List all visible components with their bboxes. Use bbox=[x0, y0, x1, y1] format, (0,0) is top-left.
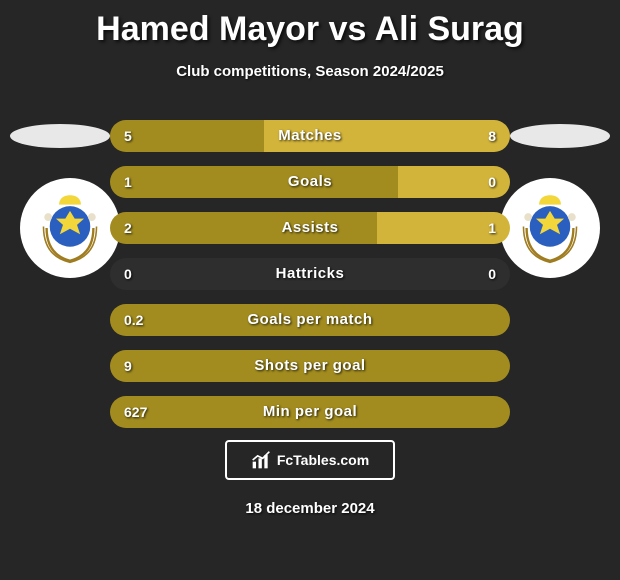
stat-row: 00Hattricks bbox=[110, 258, 510, 290]
stat-row: 627Min per goal bbox=[110, 396, 510, 428]
player2-ellipse bbox=[510, 124, 610, 148]
stat-row: 10Goals bbox=[110, 166, 510, 198]
footer-date: 18 december 2024 bbox=[0, 500, 620, 517]
club-crest-icon bbox=[31, 189, 109, 267]
footer-brand-text: FcTables.com bbox=[277, 452, 369, 468]
stat-label: Goals per match bbox=[110, 304, 510, 336]
club-crest-icon bbox=[511, 189, 589, 267]
chart-growth-icon bbox=[251, 450, 271, 470]
stats-bar-chart: 58Matches 10Goals 21Assists 00Hattricks 0.2G… bbox=[110, 120, 510, 442]
stat-label: Matches bbox=[110, 120, 510, 152]
player1-ellipse bbox=[10, 124, 110, 148]
footer-brand-badge: FcTables.com bbox=[225, 440, 395, 480]
player2-club-logo bbox=[500, 178, 600, 278]
page-subtitle: Club competitions, Season 2024/2025 bbox=[0, 63, 620, 80]
stat-row: 58Matches bbox=[110, 120, 510, 152]
player1-club-logo bbox=[20, 178, 120, 278]
stat-label: Assists bbox=[110, 212, 510, 244]
stat-label: Goals bbox=[110, 166, 510, 198]
stat-row: 21Assists bbox=[110, 212, 510, 244]
page-title: Hamed Mayor vs Ali Surag bbox=[0, 0, 620, 49]
stat-row: 9Shots per goal bbox=[110, 350, 510, 382]
stat-row: 0.2Goals per match bbox=[110, 304, 510, 336]
stat-label: Hattricks bbox=[110, 258, 510, 290]
stat-label: Min per goal bbox=[110, 396, 510, 428]
stat-label: Shots per goal bbox=[110, 350, 510, 382]
